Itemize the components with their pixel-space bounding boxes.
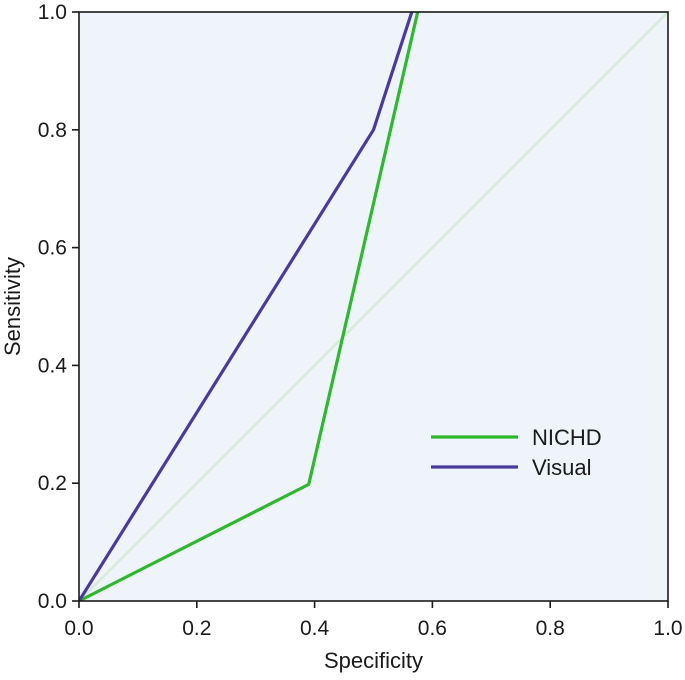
y-tick-label: 0.2 bbox=[38, 472, 67, 495]
reference-diagonal-line bbox=[78, 11, 669, 602]
series-layer bbox=[79, 12, 420, 601]
y-tick-label: 0.8 bbox=[38, 119, 67, 142]
x-tick-label: 0.6 bbox=[418, 617, 447, 640]
x-tick-label: 0.4 bbox=[300, 617, 330, 640]
y-tick-label: 0.6 bbox=[38, 237, 67, 260]
legend-label-visual: Visual bbox=[532, 455, 592, 480]
y-tick-label: 0.4 bbox=[38, 354, 68, 377]
x-axis-title: Specificity bbox=[324, 648, 423, 673]
y-axis-title: Sensitivity bbox=[0, 257, 25, 356]
legend-label-nichd: NICHD bbox=[532, 425, 602, 450]
x-tick-label: 1.0 bbox=[653, 617, 682, 640]
y-tick-label: 0.0 bbox=[38, 590, 67, 613]
series-line-visual bbox=[79, 12, 414, 601]
legend: NICHD Visual bbox=[431, 425, 602, 480]
y-axis: 0.0 0.2 0.4 0.6 0.8 1.0 bbox=[38, 1, 79, 613]
series-line-nichd bbox=[79, 12, 420, 601]
x-tick-label: 0.0 bbox=[64, 617, 93, 640]
x-tick-label: 0.2 bbox=[182, 617, 211, 640]
plot-frame bbox=[78, 11, 669, 602]
x-axis: 0.0 0.2 0.4 0.6 0.8 1.0 bbox=[64, 601, 683, 640]
x-tick-label: 0.8 bbox=[536, 617, 565, 640]
y-tick-label: 1.0 bbox=[38, 1, 67, 24]
